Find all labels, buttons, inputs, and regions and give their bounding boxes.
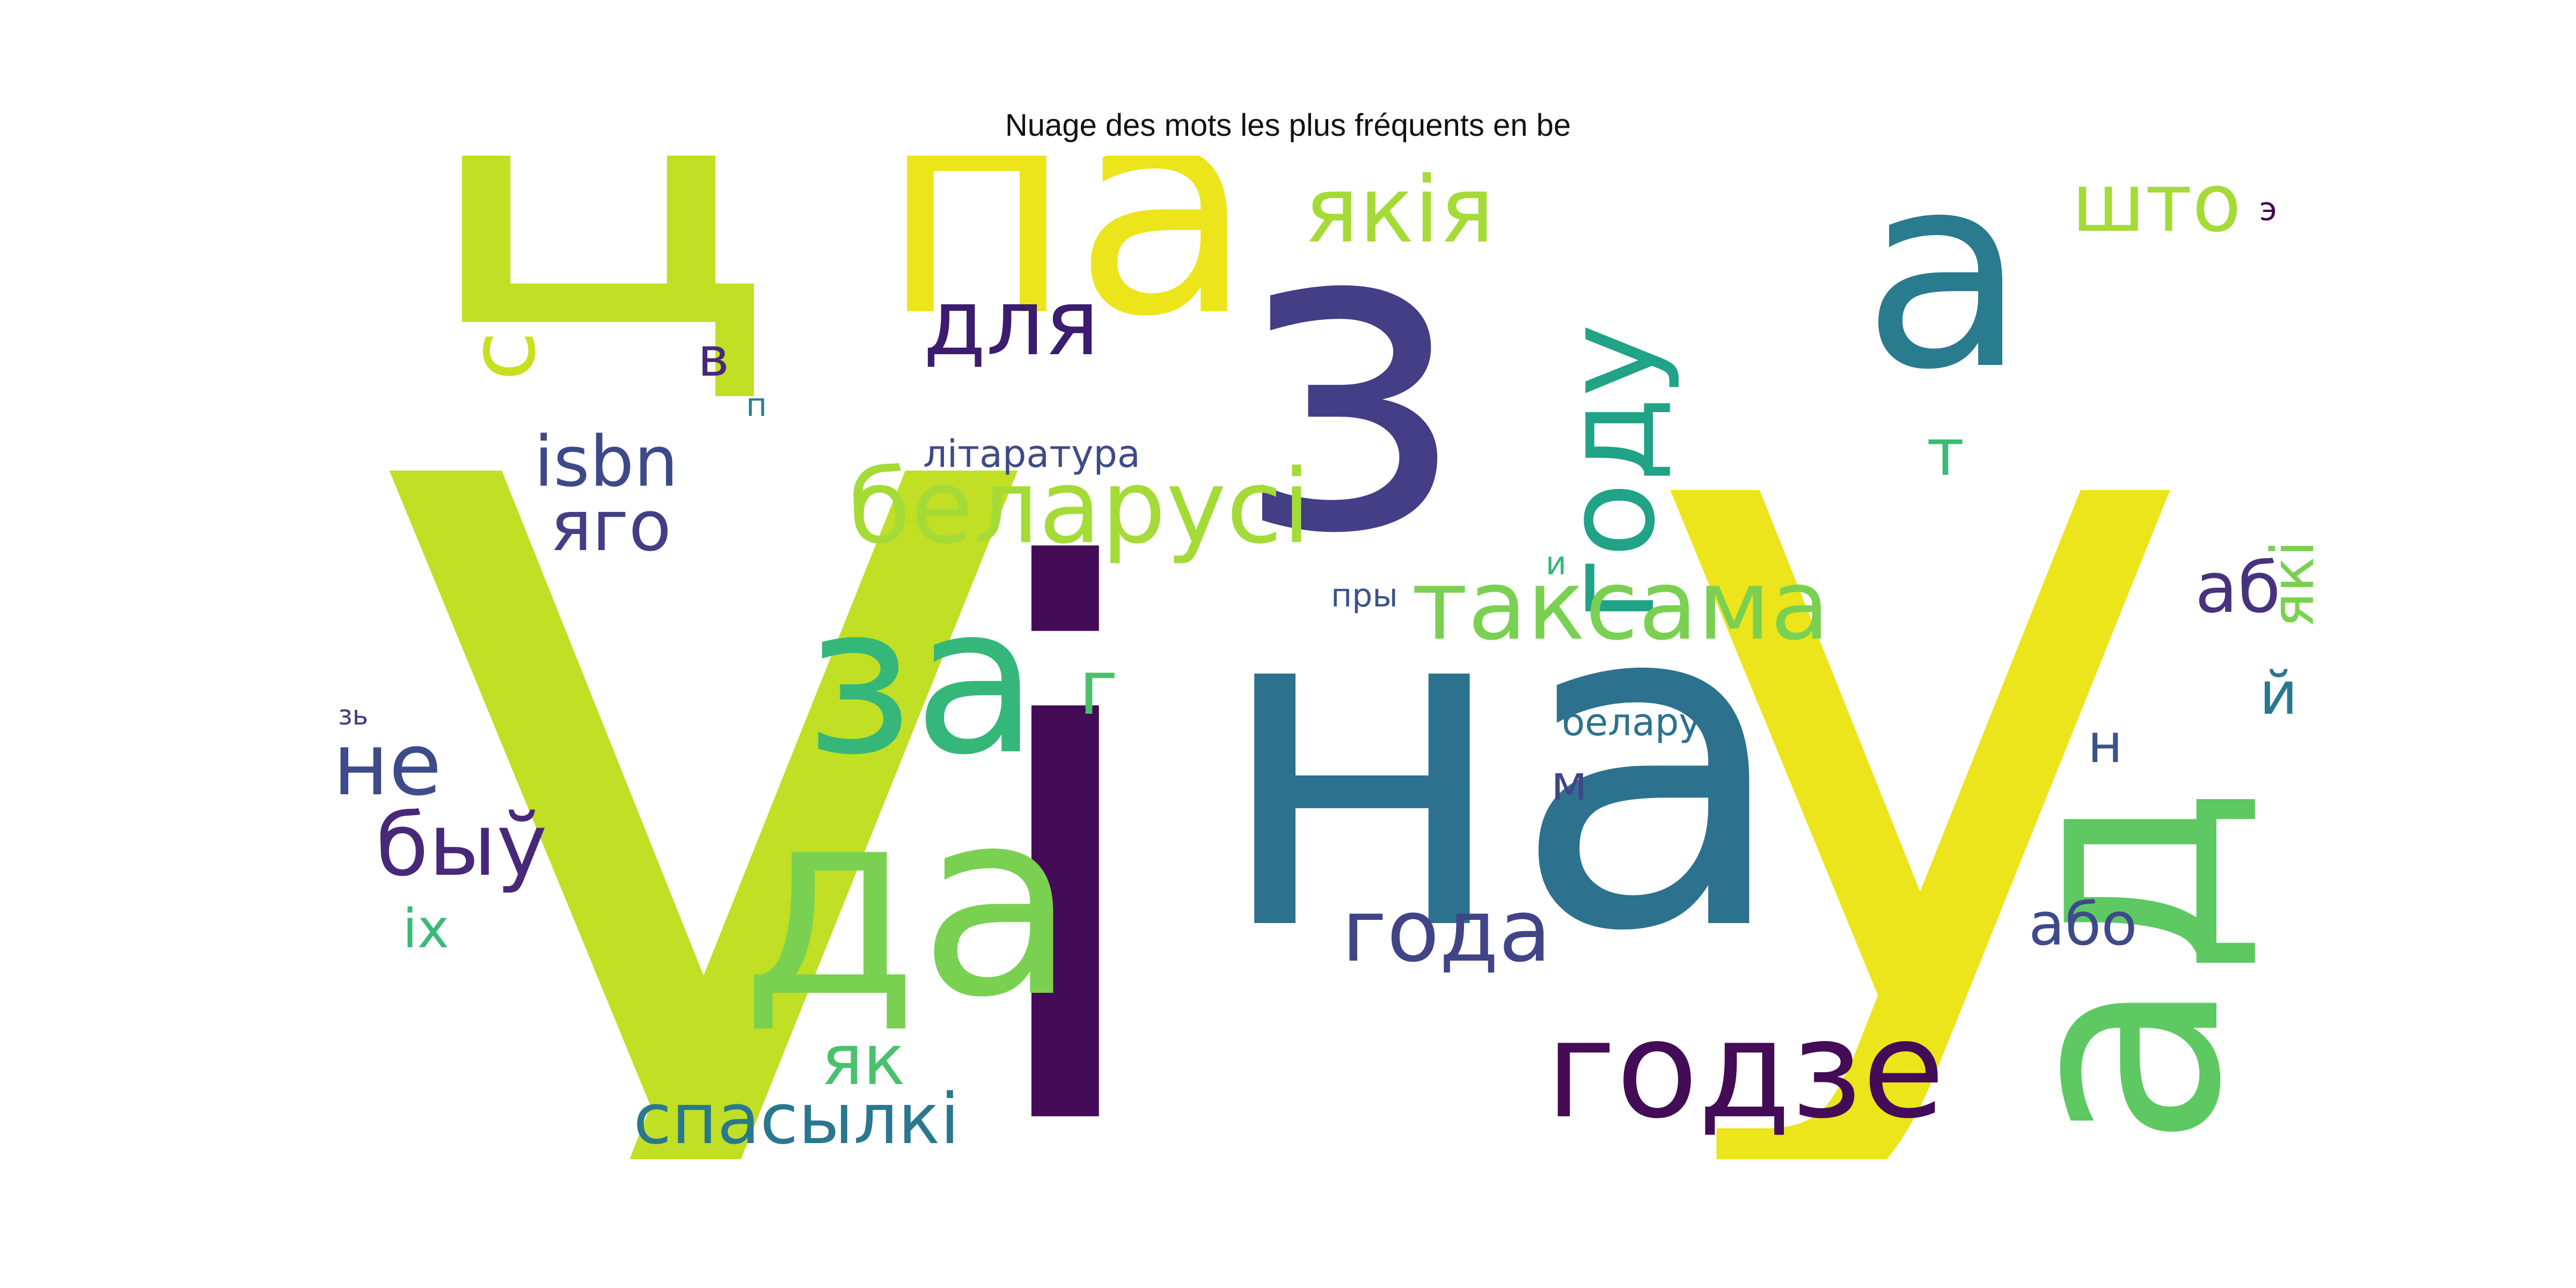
cloud-word: беларусь [1562,700,1744,744]
cloud-word: за [805,562,1038,800]
chart-title: Nuage des mots les plus fréquents en be [1005,108,1571,143]
cloud-word: у [354,156,1053,1159]
cloud-word: у [1642,156,2198,1159]
cloud-word: т [1927,416,1964,491]
cloud-word: й [2259,659,2298,728]
cloud-word: да [741,754,1077,1054]
cloud-word: зь [338,700,368,731]
cloud-word: яго [550,485,671,567]
cloud-word: а [1862,156,2026,428]
cloud-word: года [1342,881,1552,981]
cloud-word: пры [1331,577,1398,614]
cloud-word: году [1539,324,1682,623]
cloud-word: э [2259,191,2277,228]
cloud-word: літаратура [923,432,1140,476]
cloud-word: с [450,331,556,381]
cloud-word: для [923,270,1099,376]
cloud-word: таксама [1411,550,1829,662]
cloud-word: беларусі [848,448,1311,566]
cloud-word: ц [413,156,779,449]
cloud-word: в [698,326,729,389]
cloud-word: спасылкі [633,1078,960,1159]
cloud-word: г [1079,645,1118,732]
cloud-word: и [1546,545,1567,582]
cloud-word: з [1234,156,1462,627]
cloud-word: аб [2195,547,2281,628]
cloud-word: як [821,1019,905,1101]
cloud-word: якi [2258,540,2327,628]
cloud-word: ix [402,897,449,960]
cloud-word: па [880,156,1254,381]
cloud-word: на [1213,500,1791,1031]
cloud-word: н [2088,712,2123,775]
cloud-word: што [2072,157,2241,250]
cloud-word: быў [376,795,547,895]
cloud-word: якія [1304,157,1494,264]
cloud-word: годзе [1546,992,1945,1148]
cloud-word: або [2029,890,2138,958]
cloud-word: і [961,419,1169,1159]
cloud-word: isbn [534,421,678,502]
cloud-word: м [1551,755,1587,811]
cloud-word: не [333,714,442,815]
cloud-word: п [746,386,767,424]
cloud-word: ад [1957,785,2282,1148]
